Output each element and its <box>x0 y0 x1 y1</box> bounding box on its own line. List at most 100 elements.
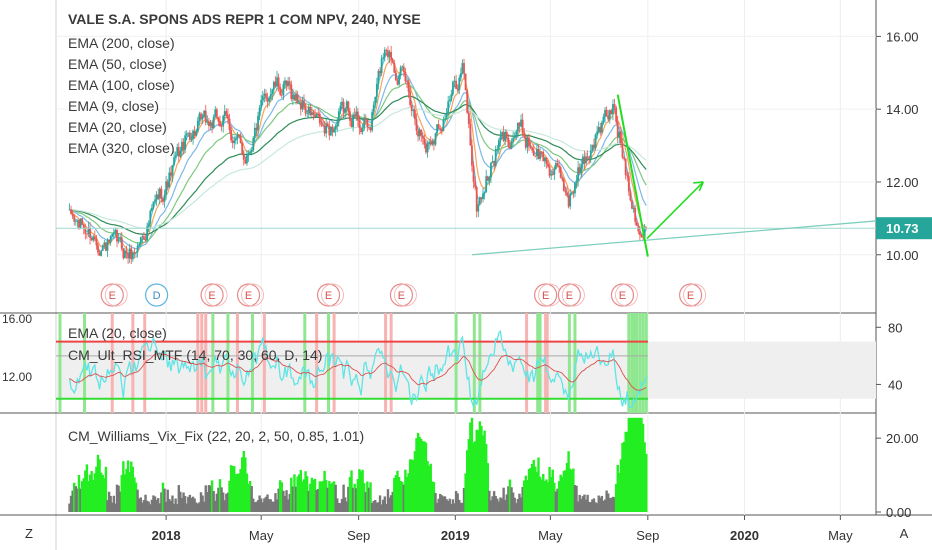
candle-body[interactable] <box>448 99 451 102</box>
candle-body[interactable] <box>336 121 339 126</box>
candle-body[interactable] <box>485 176 488 192</box>
candle-body[interactable] <box>314 114 316 118</box>
candle-body[interactable] <box>246 155 248 164</box>
candle-body[interactable] <box>374 96 377 105</box>
candle-body[interactable] <box>475 187 478 212</box>
candle-body[interactable] <box>406 81 408 82</box>
candle-body[interactable] <box>382 57 385 59</box>
candle-body[interactable] <box>90 238 93 241</box>
candle-body[interactable] <box>280 94 283 96</box>
candle-body[interactable] <box>79 218 82 228</box>
candle-body[interactable] <box>385 49 388 51</box>
candle-body[interactable] <box>334 125 337 130</box>
candle-body[interactable] <box>440 128 443 132</box>
candle-body[interactable] <box>580 164 583 174</box>
legend-ema-50[interactable]: EMA (50, close) <box>68 56 167 72</box>
candle-body[interactable] <box>158 188 161 199</box>
candle-body[interactable] <box>575 180 578 183</box>
candle-body[interactable] <box>572 192 575 194</box>
candle-body[interactable] <box>591 144 594 151</box>
event-marker-E[interactable]: E <box>679 283 707 307</box>
candle-body[interactable] <box>276 77 278 87</box>
candle-body[interactable] <box>154 199 156 202</box>
candle-body[interactable] <box>504 131 507 141</box>
candle-body[interactable] <box>434 133 437 145</box>
candle-body[interactable] <box>523 133 526 137</box>
candle-body[interactable] <box>360 128 362 133</box>
candle-body[interactable] <box>70 209 72 215</box>
candle-body[interactable] <box>303 100 305 108</box>
candle-body[interactable] <box>242 154 245 160</box>
event-marker-E[interactable]: E <box>200 283 228 307</box>
candle-body[interactable] <box>147 223 150 227</box>
candle-body[interactable] <box>624 158 627 176</box>
candle-body[interactable] <box>474 181 477 188</box>
candle-body[interactable] <box>87 228 90 235</box>
candle-body[interactable] <box>626 175 629 177</box>
candle-body[interactable] <box>497 140 500 149</box>
candle-body[interactable] <box>559 167 562 178</box>
candle-body[interactable] <box>184 135 187 150</box>
candle-body[interactable] <box>442 119 445 132</box>
candle-body[interactable] <box>550 173 553 176</box>
legend-rsi-ema[interactable]: EMA (20, close) <box>68 325 167 341</box>
candle-body[interactable] <box>84 228 87 234</box>
candle-body[interactable] <box>420 129 423 136</box>
candle-body[interactable] <box>282 84 285 96</box>
candle-body[interactable] <box>290 84 293 100</box>
candle-body[interactable] <box>363 118 366 129</box>
candle-body[interactable] <box>387 50 389 58</box>
candle-body[interactable] <box>375 83 378 97</box>
candle-body[interactable] <box>200 113 202 119</box>
candle-body[interactable] <box>253 127 256 138</box>
candle-body[interactable] <box>471 145 473 166</box>
candle-body[interactable] <box>238 134 240 136</box>
candle-body[interactable] <box>211 122 213 129</box>
candle-body[interactable] <box>223 111 226 116</box>
candle-body[interactable] <box>366 119 369 128</box>
candle-body[interactable] <box>228 118 231 130</box>
candle-body[interactable] <box>345 101 348 109</box>
candle-body[interactable] <box>639 231 641 235</box>
candle-body[interactable] <box>372 104 375 113</box>
candle-body[interactable] <box>143 236 145 240</box>
candle-body[interactable] <box>425 144 427 153</box>
candle-body[interactable] <box>499 136 502 141</box>
candle-body[interactable] <box>390 51 393 60</box>
candle-body[interactable] <box>531 147 534 151</box>
candle-body[interactable] <box>152 201 155 208</box>
candle-body[interactable] <box>193 130 196 136</box>
candle-body[interactable] <box>379 70 381 74</box>
candle-body[interactable] <box>296 94 299 104</box>
candle-body[interactable] <box>124 250 126 259</box>
candle-body[interactable] <box>436 124 438 134</box>
candle-body[interactable] <box>95 239 98 246</box>
candle-body[interactable] <box>602 116 605 123</box>
candle-body[interactable] <box>222 115 225 127</box>
candle-body[interactable] <box>558 165 560 168</box>
candle-body[interactable] <box>524 136 527 148</box>
candle-body[interactable] <box>433 140 435 145</box>
candle-body[interactable] <box>190 139 193 140</box>
candle-body[interactable] <box>391 59 394 63</box>
candle-body[interactable] <box>410 105 413 112</box>
candle-body[interactable] <box>463 63 465 74</box>
candle-body[interactable] <box>358 120 361 129</box>
candle-body[interactable] <box>101 245 104 251</box>
candlesticks[interactable] <box>68 45 648 264</box>
candle-body[interactable] <box>208 121 210 126</box>
candle-body[interactable] <box>160 188 163 199</box>
candle-body[interactable] <box>610 110 613 115</box>
candle-body[interactable] <box>71 214 74 217</box>
candle-body[interactable] <box>407 81 410 92</box>
candle-body[interactable] <box>241 143 244 155</box>
candle-body[interactable] <box>364 118 367 120</box>
candle-body[interactable] <box>494 149 497 166</box>
candle-body[interactable] <box>299 103 302 110</box>
candle-body[interactable] <box>288 81 291 85</box>
candle-body[interactable] <box>163 195 166 202</box>
candle-body[interactable] <box>271 89 274 95</box>
candle-body[interactable] <box>388 51 391 58</box>
candle-body[interactable] <box>171 165 174 176</box>
candle-body[interactable] <box>496 148 499 150</box>
